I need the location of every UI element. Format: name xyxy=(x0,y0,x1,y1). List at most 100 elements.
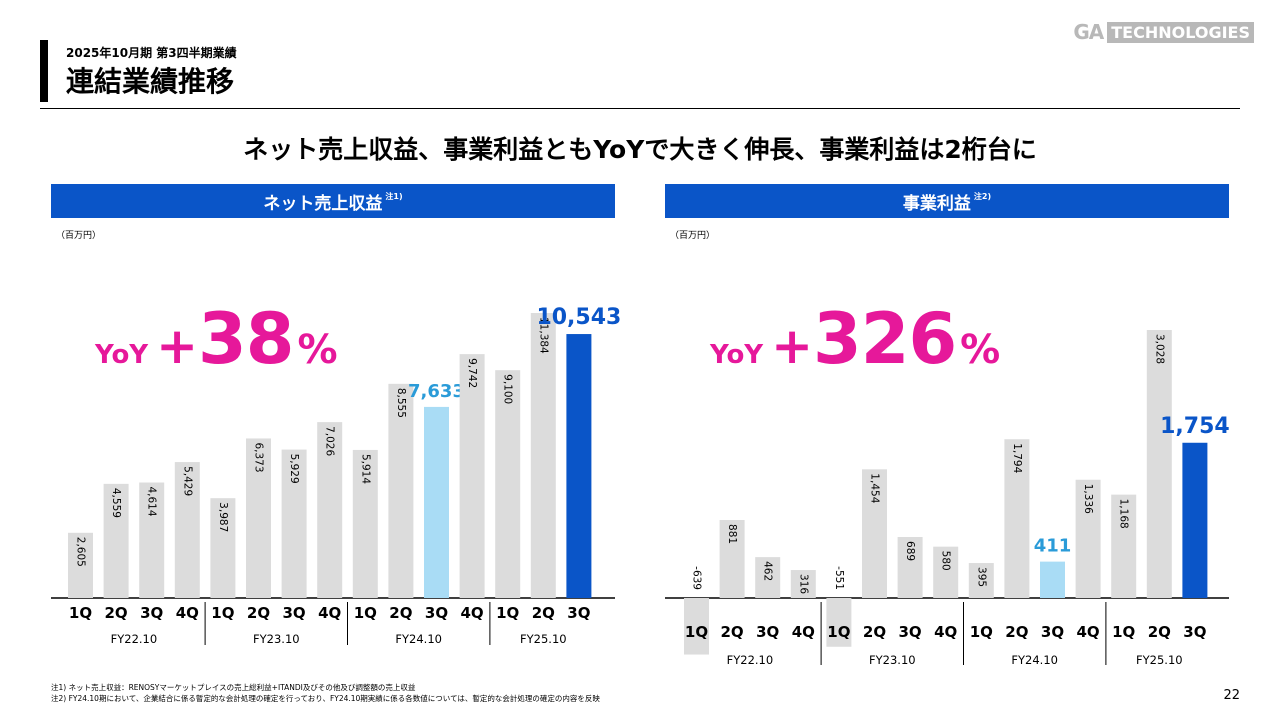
profit-bar xyxy=(1075,479,1101,598)
title-divider xyxy=(40,108,1240,109)
revenue-yoy-value: 38 xyxy=(198,298,294,380)
profit-fiscal-year-label: FY22.10 xyxy=(727,653,774,667)
profit-category-label: 4Q xyxy=(1076,623,1099,641)
revenue-category-label: 3Q xyxy=(425,604,448,622)
revenue-category-label: 2Q xyxy=(532,604,555,622)
revenue-data-label: 5,429 xyxy=(181,466,193,496)
revenue-panel-title: ネット売上収益 xyxy=(263,193,383,214)
profit-category-label: 1Q xyxy=(1112,623,1135,641)
profit-data-label: 1,336 xyxy=(1082,484,1094,514)
page-subtitle: 2025年10月期 第3四半期業績 xyxy=(66,46,237,60)
profit-bar xyxy=(1146,330,1172,598)
profit-category-label: 2Q xyxy=(1005,623,1028,641)
footnote-2: 注2) FY24.10期において、企業結合に係る暫定的な会計処理の確定を行ってお… xyxy=(51,694,600,703)
revenue-category-label: 2Q xyxy=(247,604,270,622)
revenue-bar xyxy=(139,482,165,598)
profit-data-label: 1,794 xyxy=(1011,443,1023,473)
profit-data-label: 316 xyxy=(797,574,809,594)
revenue-unit-label: （百万円） xyxy=(56,231,102,241)
profit-fiscal-year-label: FY23.10 xyxy=(869,653,916,667)
revenue-data-label: 5,914 xyxy=(359,454,371,484)
profit-data-label: 1,454 xyxy=(869,473,881,503)
revenue-data-label: 7,026 xyxy=(324,426,336,456)
profit-yoy-sign: + xyxy=(771,317,814,375)
profit-data-label: 580 xyxy=(940,551,952,571)
profit-category-label: 2Q xyxy=(1148,623,1171,641)
profit-panel-header: 事業利益 注2) xyxy=(665,184,1229,218)
profit-data-label-highlight: 411 xyxy=(1034,536,1072,557)
profit-fiscal-year-label: FY24.10 xyxy=(1011,653,1058,667)
revenue-yoy-unit: % xyxy=(297,327,338,373)
profit-yoy-callout: YoY + 326 % xyxy=(710,298,1000,380)
revenue-category-label: 4Q xyxy=(318,604,341,622)
revenue-data-label: 11,384 xyxy=(537,317,549,354)
revenue-bar xyxy=(566,334,592,598)
profit-bar xyxy=(897,537,923,598)
profit-bar xyxy=(755,557,781,598)
revenue-category-label: 1Q xyxy=(69,604,92,622)
revenue-data-label: 8,555 xyxy=(395,388,407,418)
revenue-bar xyxy=(317,422,343,598)
revenue-fiscal-year-label: FY25.10 xyxy=(520,632,567,646)
revenue-bar xyxy=(68,532,93,598)
profit-bar xyxy=(1182,442,1208,598)
revenue-category-label: 2Q xyxy=(104,604,127,622)
page-title: 連結業績推移 xyxy=(66,65,235,98)
revenue-bar xyxy=(530,313,556,598)
profit-data-label: 462 xyxy=(762,561,774,581)
profit-yoy-value: 326 xyxy=(813,298,957,380)
revenue-yoy-sign: + xyxy=(156,317,199,375)
revenue-fiscal-year-label: FY23.10 xyxy=(253,632,300,646)
revenue-data-label: 2,605 xyxy=(75,537,87,567)
revenue-bar xyxy=(388,383,414,598)
profit-yoy-unit: % xyxy=(960,327,1001,373)
profit-bar xyxy=(719,520,745,598)
revenue-fiscal-year-label: FY24.10 xyxy=(395,632,442,646)
profit-category-label: 3Q xyxy=(898,623,921,641)
revenue-bar xyxy=(352,449,378,598)
profit-fiscal-year-label: FY25.10 xyxy=(1136,653,1183,667)
revenue-category-label: 1Q xyxy=(496,604,519,622)
revenue-bar xyxy=(281,449,307,598)
profit-category-label: 2Q xyxy=(863,623,886,641)
revenue-data-label: 4,614 xyxy=(146,486,158,516)
profit-panel-note: 注2) xyxy=(973,191,992,201)
revenue-panel-note: 注1) xyxy=(385,191,403,201)
profit-data-label: -639 xyxy=(691,566,703,590)
profit-bar xyxy=(1111,494,1137,598)
profit-category-label: 3Q xyxy=(756,623,779,641)
profit-bar xyxy=(933,546,959,598)
profit-data-label: 1,168 xyxy=(1118,499,1130,529)
profit-category-label: 3Q xyxy=(1041,623,1064,641)
profit-bar xyxy=(790,570,816,598)
revenue-panel-header: ネット売上収益 注1) xyxy=(51,184,615,218)
logo-technologies: TECHNOLOGIES xyxy=(1107,21,1254,43)
page-number: 22 xyxy=(1223,688,1240,703)
revenue-bar xyxy=(424,406,449,598)
revenue-category-label: 2Q xyxy=(389,604,412,622)
revenue-bar xyxy=(210,498,236,598)
profit-panel-title: 事業利益 xyxy=(902,193,971,214)
slide-headline: ネット売上収益、事業利益ともYoYで大きく伸長、事業利益は2桁台に xyxy=(243,135,1037,164)
profit-data-label-highlight: 1,754 xyxy=(1160,414,1230,439)
revenue-data-label-highlight: 10,543 xyxy=(536,305,621,330)
revenue-data-label: 9,100 xyxy=(502,374,514,404)
revenue-data-label-highlight: 7,633 xyxy=(408,381,465,402)
revenue-category-label: 1Q xyxy=(211,604,234,622)
revenue-category-label: 3Q xyxy=(140,604,163,622)
profit-bar xyxy=(1040,561,1065,598)
profit-bar xyxy=(684,598,709,655)
company-logo: GA TECHNOLOGIES xyxy=(1073,20,1254,44)
footnotes: 注1) ネット売上収益：RENOSYマーケットプレイスの売上総利益+ITANDI… xyxy=(51,682,600,704)
profit-data-label: 3,028 xyxy=(1153,334,1165,364)
revenue-data-label: 3,987 xyxy=(217,502,229,532)
profit-bar xyxy=(1004,439,1030,598)
revenue-data-label: 9,742 xyxy=(466,358,478,388)
profit-bar xyxy=(862,469,887,598)
profit-bar xyxy=(968,563,994,598)
revenue-bar xyxy=(495,370,521,598)
profit-category-label: 2Q xyxy=(720,623,743,641)
profit-category-label: 4Q xyxy=(792,623,815,641)
profit-category-label: 1Q xyxy=(685,623,708,641)
